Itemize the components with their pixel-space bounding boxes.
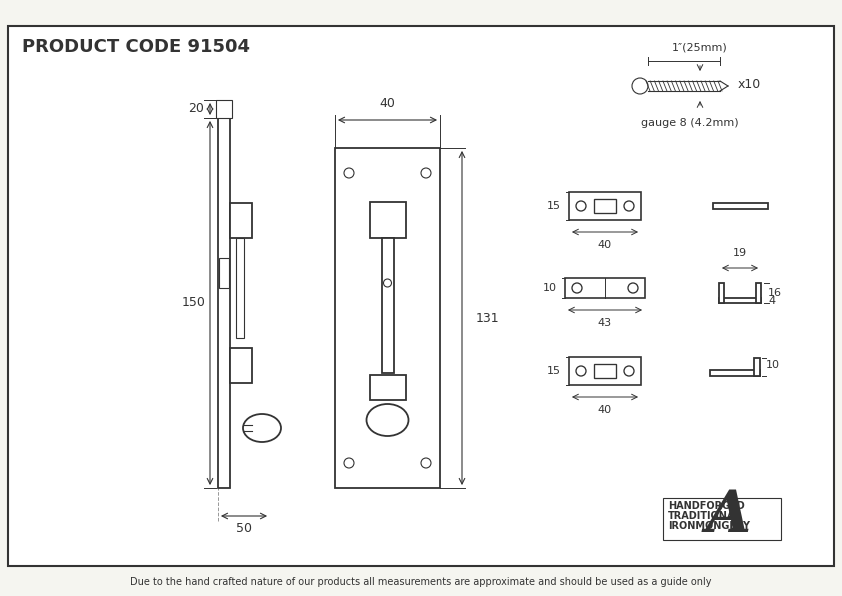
Bar xyxy=(569,357,641,385)
Bar xyxy=(381,238,393,373)
Text: 10: 10 xyxy=(766,360,780,370)
Text: Due to the hand crafted nature of our products all measurements are approximate : Due to the hand crafted nature of our pr… xyxy=(131,577,711,587)
Bar xyxy=(754,358,760,376)
Bar xyxy=(569,192,641,220)
Ellipse shape xyxy=(243,414,281,442)
Bar xyxy=(230,348,252,383)
Bar xyxy=(230,203,252,238)
Bar xyxy=(719,283,724,303)
Text: 19: 19 xyxy=(733,248,747,258)
Bar xyxy=(710,370,760,376)
Bar xyxy=(370,375,406,400)
Text: 40: 40 xyxy=(598,405,612,415)
Text: 43: 43 xyxy=(598,318,612,328)
Text: 150: 150 xyxy=(182,296,206,309)
Text: 40: 40 xyxy=(380,97,396,110)
Text: 40: 40 xyxy=(598,240,612,250)
Text: x10: x10 xyxy=(738,77,761,91)
Text: 1″(25mm): 1″(25mm) xyxy=(672,43,727,53)
Bar xyxy=(219,258,229,288)
Bar xyxy=(756,283,761,303)
Ellipse shape xyxy=(366,404,408,436)
Text: 10: 10 xyxy=(543,283,557,293)
Text: 15: 15 xyxy=(547,201,561,211)
Text: A: A xyxy=(706,488,750,544)
Bar xyxy=(565,278,645,298)
Text: 15: 15 xyxy=(547,366,561,376)
Bar xyxy=(594,199,616,213)
Bar xyxy=(236,238,244,338)
Text: IRONMONGERY: IRONMONGERY xyxy=(668,521,750,531)
Text: HANDFORGED: HANDFORGED xyxy=(668,501,745,511)
Text: 4: 4 xyxy=(768,296,775,306)
Bar xyxy=(216,100,232,118)
Text: 16: 16 xyxy=(768,288,782,298)
Bar xyxy=(370,202,406,238)
Text: TRADITIONAL: TRADITIONAL xyxy=(668,511,742,521)
Text: gauge 8 (4.2mm): gauge 8 (4.2mm) xyxy=(642,118,738,128)
Text: 131: 131 xyxy=(476,312,499,324)
Text: 20: 20 xyxy=(188,103,204,116)
Bar xyxy=(594,364,616,378)
Bar xyxy=(712,203,768,209)
Bar xyxy=(218,118,230,488)
Bar xyxy=(335,148,440,488)
Bar xyxy=(663,498,781,540)
Text: 50: 50 xyxy=(236,522,252,535)
Bar xyxy=(719,298,761,303)
Text: PRODUCT CODE 91504: PRODUCT CODE 91504 xyxy=(22,38,250,56)
